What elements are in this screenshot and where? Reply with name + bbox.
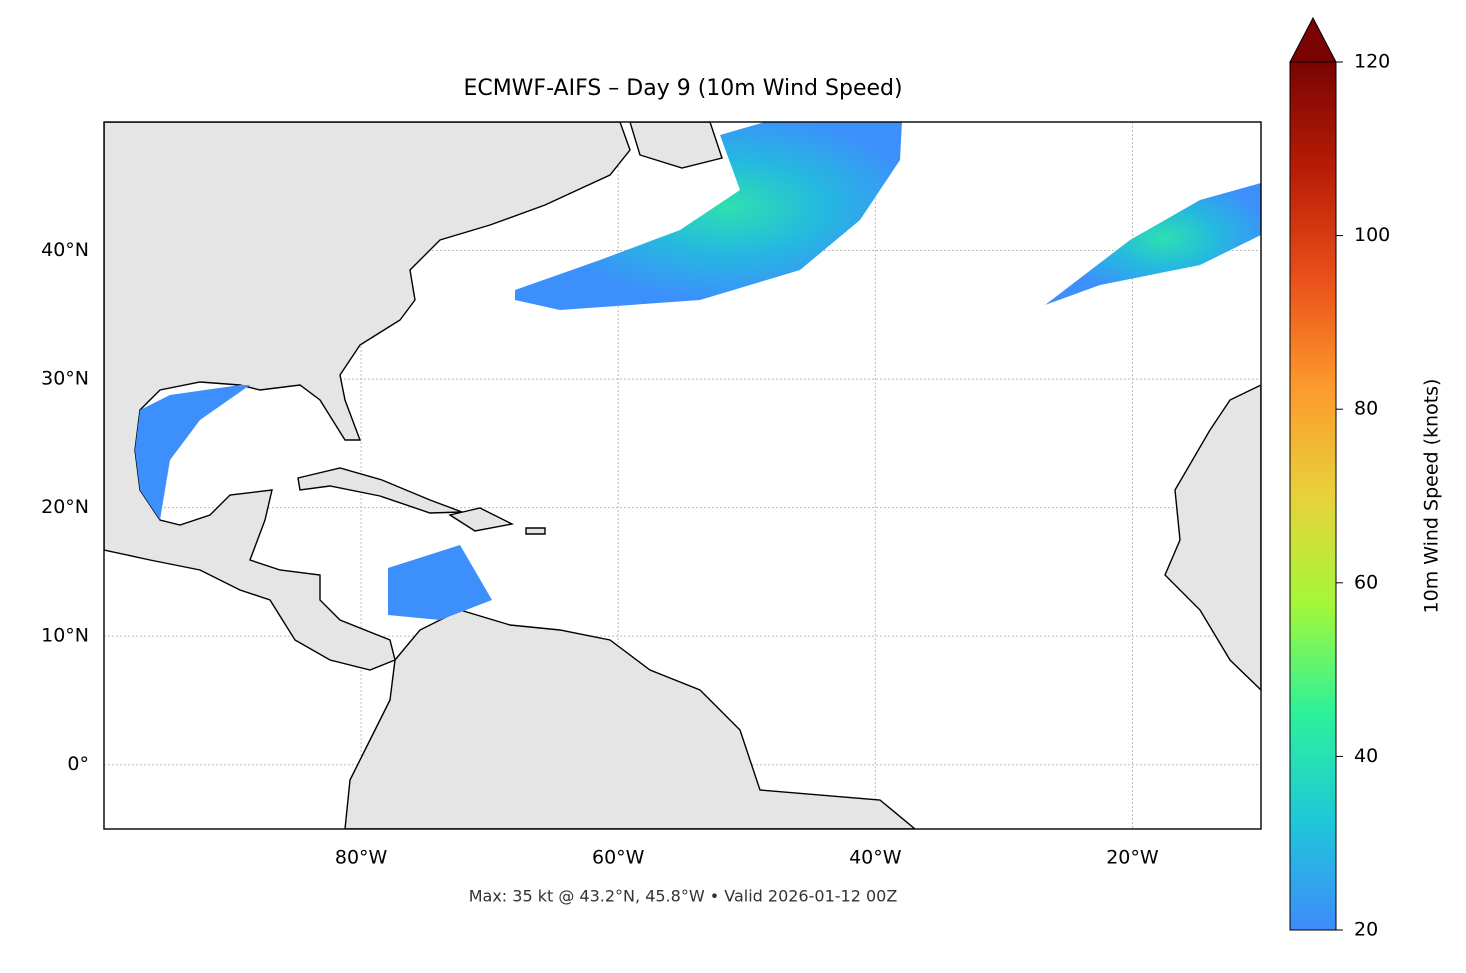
wind-caribbean [388, 545, 492, 620]
hispaniola [448, 507, 515, 532]
x-tick-label: 60°W [592, 847, 645, 869]
wind-gulf [135, 385, 250, 520]
cuba [297, 467, 463, 514]
y-tick-label: 20°N [41, 496, 89, 518]
newfoundland [629, 122, 723, 169]
colorbar-label: 10m Wind Speed (knots) [1421, 379, 1443, 614]
y-tick-label: 0° [67, 753, 89, 775]
footnote: Max: 35 kt @ 43.2°N, 45.8°W • Valid 2026… [469, 887, 898, 906]
south-america [344, 609, 917, 829]
wind-atlantic [515, 122, 902, 310]
colorbar-tick-label: 20 [1354, 919, 1378, 941]
map-title: ECMWF-AIFS – Day 9 (10m Wind Speed) [463, 76, 902, 101]
y-tick-label: 10°N [41, 625, 89, 647]
colorbar-tick-label: 120 [1354, 51, 1390, 73]
colorbar-tick-label: 60 [1354, 571, 1378, 593]
puerto-rico [525, 527, 546, 535]
y-tick-label: 40°N [41, 239, 89, 261]
colorbar [1289, 61, 1337, 931]
wind-east-atlantic [1045, 183, 1261, 305]
africa [1164, 384, 1261, 691]
map-layers [104, 122, 1261, 829]
y-tick-label: 30°N [41, 368, 89, 390]
colorbar-tick-label: 100 [1354, 224, 1390, 246]
x-tick-label: 80°W [335, 847, 388, 869]
colorbar-tick-label: 40 [1354, 745, 1378, 767]
x-tick-label: 20°W [1106, 847, 1159, 869]
x-tick-label: 40°W [849, 847, 902, 869]
ticks: 80°W 60°W 40°W 20°W 0° 10°N 20°N 30°N 40°N 20 40 60… [41, 51, 1390, 941]
map-frame [103, 121, 1262, 830]
colorbar-tick-label: 80 [1354, 398, 1378, 420]
